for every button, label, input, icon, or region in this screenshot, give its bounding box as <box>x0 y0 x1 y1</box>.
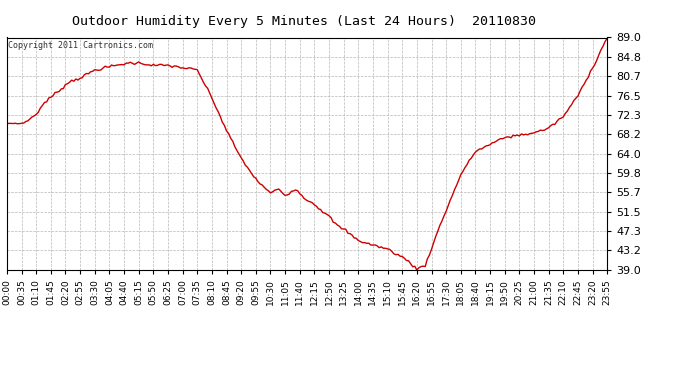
Text: Copyright 2011 Cartronics.com: Copyright 2011 Cartronics.com <box>8 41 153 50</box>
Text: Outdoor Humidity Every 5 Minutes (Last 24 Hours)  20110830: Outdoor Humidity Every 5 Minutes (Last 2… <box>72 15 535 28</box>
